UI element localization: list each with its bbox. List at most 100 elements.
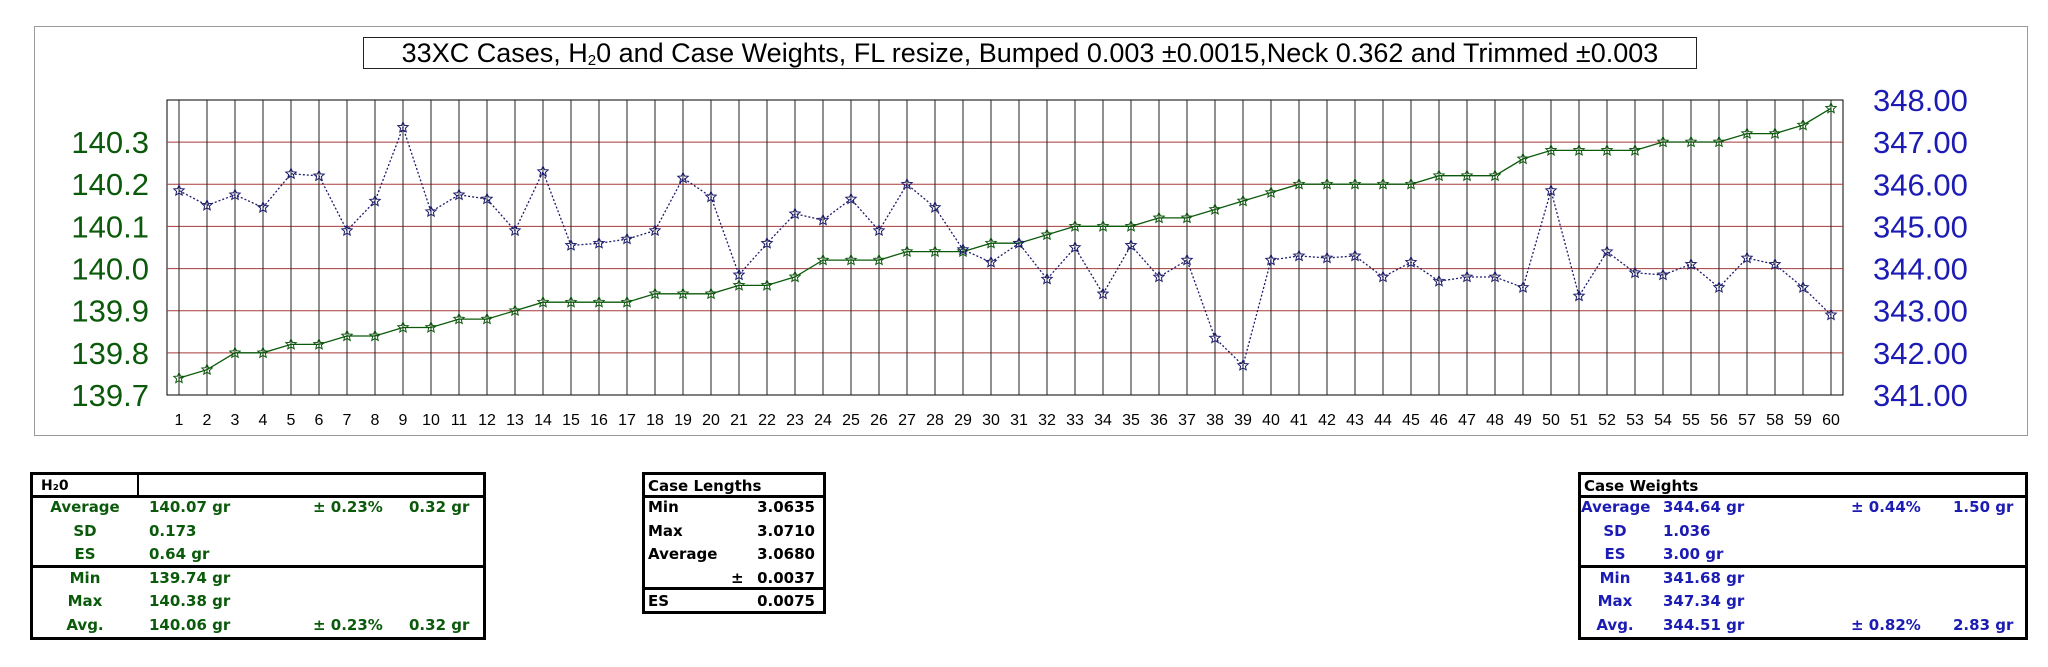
- case-length-row: ±0.0037: [645, 567, 823, 590]
- case-length-row: Min 3.0635: [645, 496, 823, 519]
- case-length-value: 0.0075: [757, 592, 815, 610]
- h2o-stats-table: H₂0 Average 140.07 gr ± 0.23% 0.32 gr SD 0.17…: [30, 472, 486, 640]
- data-point-marker: [1068, 240, 1082, 253]
- h2o-stat-value: 0.173: [149, 521, 197, 540]
- case-weight-label: SD: [1603, 521, 1627, 540]
- case-length-row: Max 3.0710: [645, 520, 823, 543]
- data-point-marker: [788, 207, 802, 220]
- case-weight-label: Min: [1599, 568, 1631, 587]
- data-point-marker: [564, 295, 578, 308]
- y-right-tick-label: 348.00: [1873, 83, 1968, 118]
- series-line-left: [178, 107, 1832, 379]
- data-point-marker: [1236, 194, 1250, 207]
- x-tick-label: 31: [1010, 412, 1028, 429]
- y-left-tick-label: 140.0: [71, 252, 149, 287]
- data-point-marker: [1292, 177, 1306, 190]
- case-weights-header: Case Weights: [1584, 477, 1699, 495]
- x-tick-label: 54: [1654, 412, 1672, 429]
- data-point-marker: [928, 200, 942, 213]
- h2o-header-row: H₂0: [33, 475, 483, 498]
- data-point-marker: [1572, 289, 1586, 302]
- h2o-stat-label: ES: [74, 545, 96, 563]
- x-tick-label: 48: [1486, 412, 1504, 429]
- data-point-marker: [1488, 270, 1502, 283]
- data-point-marker: [200, 198, 214, 211]
- data-point-marker: [1600, 244, 1614, 258]
- x-tick-label: 29: [954, 412, 972, 429]
- h2o-stat-label: Min: [69, 568, 101, 587]
- case-weights-table: Case Weights Average 344.64 gr ± 0.44% 1.50…: [1578, 472, 2028, 640]
- x-tick-label: 7: [343, 412, 352, 429]
- x-tick-label: 10: [422, 412, 440, 429]
- data-point-marker: [1796, 118, 1810, 131]
- data-point-marker: [816, 253, 830, 266]
- x-tick-label: 41: [1290, 412, 1308, 429]
- case-weight-label: ES: [1604, 545, 1626, 563]
- case-lengths-header: Case Lengths: [648, 477, 762, 495]
- case-weights-header-row: Case Weights: [1581, 475, 2025, 498]
- x-tick-label: 32: [1038, 412, 1056, 429]
- data-point-marker: [368, 329, 382, 342]
- case-length-label: Max: [648, 521, 683, 540]
- data-point-marker: [340, 329, 354, 342]
- data-point-marker: [312, 337, 326, 350]
- x-tick-label: 3: [231, 412, 240, 429]
- y-right-tick-label: 345.00: [1873, 209, 1968, 244]
- data-point-marker: [592, 236, 606, 249]
- x-tick-label: 19: [674, 412, 692, 429]
- data-point-marker: [452, 312, 466, 325]
- data-point-marker: [1404, 177, 1418, 190]
- data-point-marker: [1656, 268, 1670, 281]
- data-point-marker: [1124, 219, 1138, 232]
- x-tick-label: 53: [1626, 412, 1644, 429]
- case-weight-value: 344.51 gr: [1663, 615, 1745, 634]
- x-tick-label: 2: [203, 412, 212, 429]
- data-point-marker: [1656, 135, 1670, 148]
- data-point-marker: [228, 346, 242, 359]
- data-point-marker: [1124, 238, 1138, 251]
- x-tick-label: 57: [1738, 412, 1756, 429]
- data-point-marker: [1348, 177, 1362, 190]
- x-tick-label: 12: [478, 412, 496, 429]
- data-point-marker: [1768, 257, 1782, 270]
- case-length-value: 3.0635: [757, 498, 815, 516]
- case-weight-label: Avg.: [1596, 615, 1634, 634]
- data-point-marker: [1684, 257, 1698, 270]
- data-point-marker: [1376, 270, 1390, 283]
- y-left-tick-label: 139.9: [71, 294, 149, 329]
- data-point-marker: [592, 295, 606, 308]
- h2o-stat-value: 140.38 gr: [149, 592, 231, 610]
- data-point-marker: [956, 242, 970, 256]
- data-point-marker: [536, 164, 550, 178]
- data-point-marker: [620, 232, 634, 245]
- data-point-marker: [928, 244, 942, 258]
- data-point-marker: [816, 213, 830, 226]
- case-weight-label: Max: [1597, 592, 1633, 610]
- data-point-marker: [340, 223, 354, 237]
- x-tick-label: 43: [1346, 412, 1364, 429]
- data-point-marker: [1460, 270, 1474, 283]
- case-length-label: ±: [731, 568, 744, 587]
- divider: [137, 475, 139, 497]
- data-point-marker: [1544, 183, 1558, 197]
- case-length-value: 3.0710: [757, 521, 815, 540]
- case-lengths-header-row: Case Lengths: [645, 475, 823, 498]
- x-tick-label: 15: [562, 412, 580, 429]
- data-point-marker: [1712, 280, 1726, 294]
- case-weight-row: Max 347.34 gr: [1581, 590, 2025, 613]
- x-tick-label: 21: [730, 412, 748, 429]
- x-tick-label: 30: [982, 412, 1000, 429]
- data-point-marker: [676, 171, 690, 184]
- h2o-stat-row: Min 139.74 gr: [33, 567, 483, 590]
- data-point-marker: [1376, 177, 1390, 190]
- y-left-tick-label: 140.3: [71, 125, 149, 160]
- plot-area: [166, 99, 1844, 396]
- data-point-marker: [1516, 152, 1530, 165]
- data-point-marker: [396, 320, 410, 334]
- data-point-marker: [1320, 251, 1334, 264]
- data-point-marker: [228, 188, 242, 201]
- case-length-label: Min: [648, 498, 679, 516]
- y-right-tick-label: 346.00: [1873, 167, 1968, 202]
- data-point-marker: [1740, 251, 1754, 264]
- data-point-marker: [704, 287, 718, 300]
